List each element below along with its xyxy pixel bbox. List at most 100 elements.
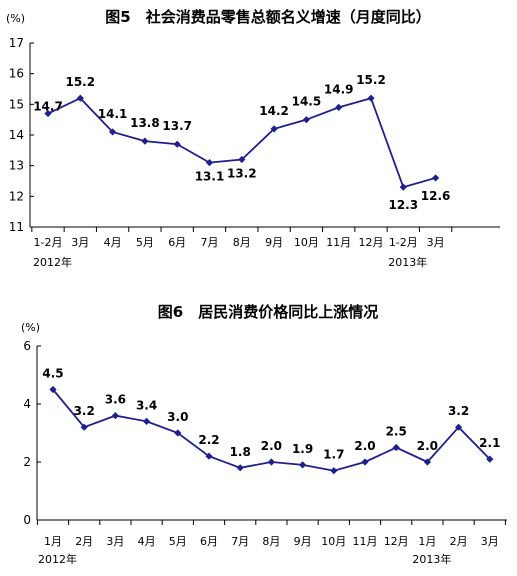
data-label: 12.3 [388,198,418,212]
data-label: 2.2 [198,433,219,447]
x-tick-label: 8月 [262,535,280,548]
y-tick-label: 13 [9,159,24,173]
y-tick-label: 16 [9,67,24,81]
data-point [299,461,307,469]
data-label: 13.8 [130,116,160,130]
data-label: 14.9 [324,82,354,96]
data-label: 3.6 [105,393,126,407]
chart-cpi-growth: 图6 居民消费价格同比上涨情况 (%) 0 2 4 6 1月 2月 3月 4月 5月 6月 7月 8月… [21,303,507,566]
x-tick-label: 10月 [294,236,319,249]
year-label: 2013年 [388,255,427,269]
chart-title: 图6 居民消费价格同比上涨情况 [158,303,378,321]
x-tick-label: 9月 [294,535,312,548]
x-tick-label: 1月 [44,535,62,548]
data-point [455,423,463,431]
x-tick-label: 3月 [106,535,124,548]
data-point [432,174,440,182]
data-label: 3.2 [448,404,469,418]
y-tick-label: 15 [9,97,24,111]
x-tick-label: 2月 [75,535,93,548]
y-tick-label: 2 [23,455,31,469]
data-label: 2.0 [261,439,282,453]
y-tick-label: 6 [23,339,31,353]
data-label: 2.1 [479,436,500,450]
y-tick-label: 17 [9,36,24,50]
year-label: 2012年 [33,255,72,269]
data-label: 15.2 [65,75,95,89]
x-tick-label: 1月 [418,535,436,548]
data-point [399,183,407,191]
x-tick-label: 12月 [384,535,409,548]
data-label: 14.1 [98,107,128,121]
data-point [109,128,117,136]
data-label: 1.9 [292,442,313,456]
x-tick-label: 3月 [71,236,89,249]
data-label: 3.0 [167,410,188,424]
data-point [205,452,213,460]
data-point [330,467,338,475]
data-point [335,103,343,111]
data-point [270,125,278,133]
x-tick-label: 10月 [321,535,346,548]
x-tick-label: 6月 [200,535,218,548]
data-point [267,458,275,466]
x-tick-label: 5月 [169,535,187,548]
data-point [423,458,431,466]
x-tick-label: 8月 [233,236,251,249]
y-axis-unit: (%) [21,321,40,334]
year-label: 2013年 [412,552,451,566]
data-point [392,443,400,452]
data-point [238,155,246,164]
data-label: 12.6 [421,189,451,203]
x-tick-label: 11月 [326,236,351,249]
data-point [174,429,182,437]
data-label: 3.4 [136,398,157,412]
data-label: 14.5 [292,95,322,109]
data-point [361,458,369,466]
y-tick-label: 11 [9,220,24,234]
x-tick-label: 3月 [427,236,445,249]
y-tick-label: 12 [9,189,24,203]
x-tick-label: 7月 [231,535,249,548]
data-point [486,455,494,463]
data-label: 1.8 [230,445,251,459]
x-tick-label: 3月 [481,535,499,548]
data-label: 14.7 [33,100,63,114]
data-point [173,140,181,148]
data-label: 13.1 [195,170,225,184]
y-tick-label: 0 [23,513,31,527]
data-label: 14.2 [259,104,289,118]
x-tick-label: 4月 [138,535,156,548]
data-label: 2.0 [417,439,438,453]
data-label: 2.0 [354,439,375,453]
y-tick-label: 14 [9,128,24,142]
data-label: 4.5 [42,367,63,381]
data-point [80,423,88,431]
chart-title: 图5 社会消费品零售总额名义增速（月度同比） [105,8,430,26]
data-point [141,137,149,145]
x-tick-label: 5月 [136,236,154,249]
data-label: 3.2 [74,404,95,418]
x-tick-label: 1-2月 [389,236,418,249]
x-tick-label: 2月 [450,535,468,548]
data-point [205,159,214,167]
data-point [44,109,52,118]
chart-retail-sales-growth: 图5 社会消费品零售总额名义增速（月度同比） (%) 11 12 13 14 15 16 1… [6,8,500,269]
data-point [111,412,119,420]
data-label: 15.2 [356,73,386,87]
x-tick-label: 7月 [201,236,219,249]
data-label: 1.7 [323,448,344,462]
data-label: 13.7 [162,119,192,133]
x-tick-label: 9月 [265,236,283,249]
data-label: 2.5 [386,425,407,439]
x-tick-label: 4月 [104,236,122,249]
x-tick-label: 12月 [359,236,384,249]
x-tick-label: 11月 [353,535,378,548]
data-point [76,94,84,102]
data-point [143,417,151,425]
data-point [236,464,244,472]
data-point [49,385,57,394]
y-axis-unit: (%) [6,12,25,25]
y-tick-label: 4 [23,397,31,411]
